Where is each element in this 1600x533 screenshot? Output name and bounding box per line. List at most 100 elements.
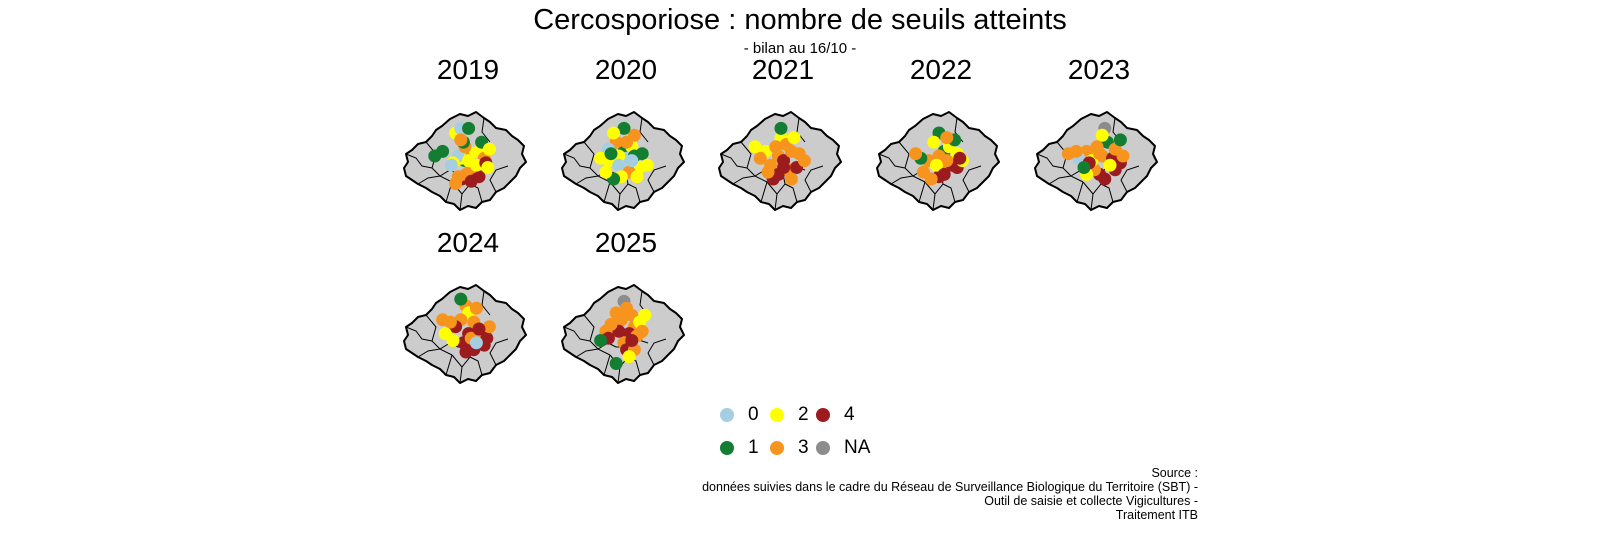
department-border [1120,165,1140,193]
observation-point [462,154,476,168]
department-border [766,181,778,195]
panel-title-2024: 2024 [436,227,500,258]
observation-point [937,167,951,181]
observation-point [784,172,798,186]
observation-point [436,313,450,327]
department-border [425,314,441,350]
observation-point [635,147,649,161]
observation-point [748,140,762,154]
observation-point [617,121,631,135]
observation-point [1103,158,1117,172]
legend-item-na: NA [816,435,870,461]
observation-point [454,133,468,147]
department-border [1076,181,1084,203]
department-border [942,183,956,203]
department-border [760,181,768,203]
department-border [451,354,463,368]
department-border [720,153,748,169]
legend-item-2: 2 [770,402,809,428]
observation-point [787,131,801,145]
department-border [804,165,824,193]
department-border [784,183,798,203]
department-border [1082,181,1094,195]
map-panel-2024: 2024 [393,227,543,402]
panel-title-2019: 2019 [436,54,500,85]
department-border [962,165,982,193]
observation-point [620,135,634,149]
department-border [898,141,914,177]
map-panel-2019: 2019 [393,54,543,229]
observation-point [1061,147,1075,161]
legend: 0 1 2 3 4 NA [720,402,920,472]
observation-point [761,165,775,179]
observation-point [927,135,941,149]
observation-point [622,350,636,364]
legend-swatch-4 [816,408,830,422]
legend-item-4: 4 [816,402,855,428]
observation-point [1095,128,1109,142]
region-map-2020 [561,111,685,211]
observation-point [594,334,608,347]
panel-title-2023: 2023 [1067,54,1131,85]
observation-point [635,324,649,338]
department-border [878,153,906,169]
legend-item-3: 3 [770,435,809,461]
legend-swatch-1 [720,441,734,455]
region-map-2024 [403,284,527,384]
legend-item-1: 1 [720,435,759,461]
department-border [1036,153,1064,169]
observation-point [1098,172,1112,186]
observation-point [940,131,954,145]
observation-point [464,174,478,188]
legend-swatch-0 [720,408,734,422]
observation-point [769,140,783,154]
department-border [583,141,599,177]
department-border [603,354,611,376]
department-border [890,175,926,185]
observation-point [953,151,967,165]
observation-point [612,158,626,172]
department-border [924,181,936,195]
department-border [732,175,768,185]
panel-title-2022: 2022 [909,54,973,85]
observation-point [482,320,496,334]
source-line-3: Outil de saisie et collecte Vigicultures… [984,494,1198,508]
source-line-4: Traitement ITB [1115,508,1198,522]
observation-point [797,154,811,168]
map-panel-2021: 2021 [708,54,858,229]
panel-title-2021: 2021 [751,54,815,85]
observation-point [469,301,483,315]
legend-label-3: 3 [798,437,809,458]
department-border [1056,141,1072,177]
observation-point [1113,133,1127,147]
legend-label-0: 0 [748,404,759,425]
observation-point [462,121,476,135]
observation-point [940,154,954,168]
department-border [481,117,491,143]
legend-swatch-na [816,441,830,455]
region-map-2019 [403,111,527,211]
observation-point [1093,147,1107,161]
department-border [563,153,591,169]
region-map-2025 [561,284,685,384]
legend-label-4: 4 [844,404,855,425]
department-border [627,183,641,203]
map-panel-2023: 2023 [1024,54,1174,229]
department-border [603,181,611,203]
department-border [469,356,483,376]
observation-point [607,126,621,140]
observation-point [625,334,639,347]
department-border [417,348,453,358]
legend-label-1: 1 [748,437,759,458]
observation-point [428,149,442,163]
observation-point [469,336,483,350]
panel-title-2025: 2025 [594,227,658,258]
legend-swatch-2 [770,408,784,422]
observation-point [916,165,930,179]
observation-point [909,147,923,161]
legend-label-na: NA [844,437,871,458]
observation-point [1077,161,1091,174]
department-border [575,175,611,185]
observation-point [625,154,639,168]
source-line-2: données suivies dans le cadre du Réseau … [702,480,1198,494]
